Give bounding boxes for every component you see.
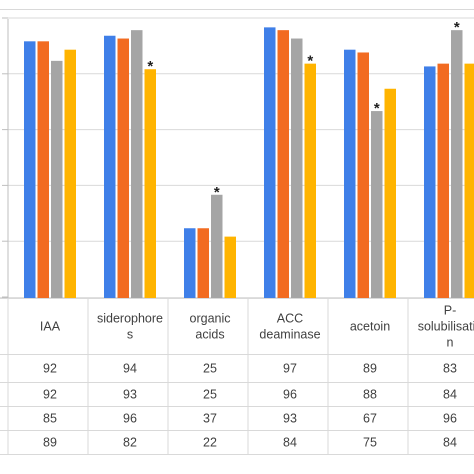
bar bbox=[464, 63, 474, 298]
bars bbox=[24, 27, 474, 299]
bar bbox=[24, 41, 36, 298]
bar bbox=[64, 49, 76, 298]
bar bbox=[117, 38, 129, 298]
table-cell-value: 83 bbox=[443, 362, 457, 376]
table-cell-value: 84 bbox=[443, 436, 457, 450]
table-cell-value: 88 bbox=[363, 388, 377, 402]
table-cell-value: 92 bbox=[43, 362, 57, 376]
category-label: P- bbox=[444, 303, 457, 317]
table-cell-value: 89 bbox=[43, 436, 57, 450]
category-label: siderophore bbox=[97, 311, 163, 325]
table-cell-value: 96 bbox=[283, 388, 297, 402]
bar bbox=[211, 194, 223, 298]
bar bbox=[264, 27, 276, 299]
significance-markers: * * * * * bbox=[147, 19, 460, 201]
category-label: acids bbox=[195, 327, 224, 341]
category-label: acetoin bbox=[350, 319, 390, 333]
bar bbox=[51, 60, 63, 298]
bar bbox=[344, 49, 356, 298]
significance-star: * bbox=[374, 100, 380, 117]
significance-star: * bbox=[147, 58, 153, 75]
significance-star: * bbox=[307, 53, 313, 70]
bar bbox=[451, 30, 463, 298]
table-cell-value: 75 bbox=[363, 436, 377, 450]
bar bbox=[304, 63, 316, 298]
data-table: IAA siderophore s organic acids ACC deaminase a… bbox=[0, 298, 474, 455]
table-cell-value: 67 bbox=[363, 412, 377, 426]
bar bbox=[277, 30, 289, 298]
table-cell-value: 89 bbox=[363, 362, 377, 376]
bar bbox=[357, 52, 369, 299]
table-cell-value: 97 bbox=[283, 362, 297, 376]
table-cell-value: 22 bbox=[203, 436, 217, 450]
bar bbox=[144, 69, 156, 298]
table-cell-value: 37 bbox=[203, 412, 217, 426]
bar bbox=[371, 111, 383, 298]
bar bbox=[437, 63, 449, 298]
bar bbox=[384, 88, 396, 298]
table-cell-value: 82 bbox=[123, 436, 137, 450]
bar bbox=[197, 228, 209, 298]
table-cell-value: 92 bbox=[43, 388, 57, 402]
bar bbox=[131, 30, 143, 298]
table-cell-value: 96 bbox=[443, 412, 457, 426]
table-cell-value: 93 bbox=[123, 388, 137, 402]
bar bbox=[224, 236, 236, 298]
significance-star: * bbox=[454, 19, 460, 36]
category-label: ACC bbox=[277, 311, 303, 325]
category-label: organic bbox=[190, 311, 231, 325]
table-cell-value: 93 bbox=[283, 412, 297, 426]
table-cell-value: 25 bbox=[203, 362, 217, 376]
bar bbox=[184, 228, 196, 298]
bar bbox=[37, 41, 49, 298]
bar bbox=[291, 38, 303, 298]
bar bbox=[104, 35, 116, 299]
table-cell-value: 25 bbox=[203, 388, 217, 402]
category-label: n bbox=[447, 335, 454, 349]
table-cell-value: 85 bbox=[43, 412, 57, 426]
table-cell-value: 84 bbox=[443, 388, 457, 402]
category-label: s bbox=[127, 327, 133, 341]
table-cell-value: 96 bbox=[123, 412, 137, 426]
bar bbox=[424, 66, 436, 299]
table-cell-value: 84 bbox=[283, 436, 297, 450]
table-cell-value: 94 bbox=[123, 362, 137, 376]
significance-star: * bbox=[214, 184, 220, 201]
category-label: solubilisatio bbox=[418, 319, 474, 333]
category-label: deaminase bbox=[259, 327, 320, 341]
category-label: IAA bbox=[40, 319, 61, 333]
